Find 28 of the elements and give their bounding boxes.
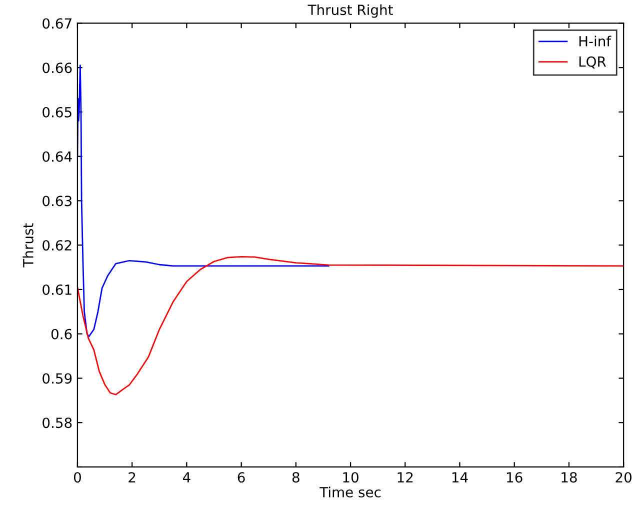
chart-title: Thrust Right (308, 4, 393, 18)
x-tick-label: 14 (452, 472, 468, 482)
x-tick-label: 16 (507, 472, 522, 483)
x-tick-label: 4 (182, 472, 190, 482)
y-tick-label: 0.58 (42, 418, 72, 428)
y-tick-label: 0.67 (42, 18, 72, 29)
x-tick-label: 2 (128, 472, 136, 482)
x-tick-label: 0 (74, 472, 81, 483)
x-tick-label: 12 (398, 472, 413, 482)
y-tick-label: 0.66 (42, 62, 72, 74)
x-axis-title: Time sec (320, 486, 381, 498)
x-tick-label: 20 (616, 472, 632, 483)
x-tick-label: 6 (238, 472, 245, 483)
x-tick-label: 18 (562, 472, 577, 483)
y-tick-label: 0.63 (42, 196, 72, 206)
line-series (77, 256, 624, 396)
y-tick-label: 0.64 (42, 151, 72, 162)
x-tick-label: 8 (292, 472, 300, 483)
y-tick-label: 0.62 (42, 240, 72, 251)
line-series (77, 64, 330, 338)
y-tick-label: 0.61 (42, 284, 72, 295)
x-tick-label: 10 (343, 472, 358, 483)
y-tick-label: 0.6 (51, 328, 72, 340)
y-tick-label: 0.59 (42, 373, 72, 384)
y-tick-label: 0.65 (42, 106, 72, 118)
legend-label: H-inf (579, 36, 612, 46)
legend-label: LQR (579, 56, 606, 68)
y-axis-title: Thrust (22, 223, 34, 268)
